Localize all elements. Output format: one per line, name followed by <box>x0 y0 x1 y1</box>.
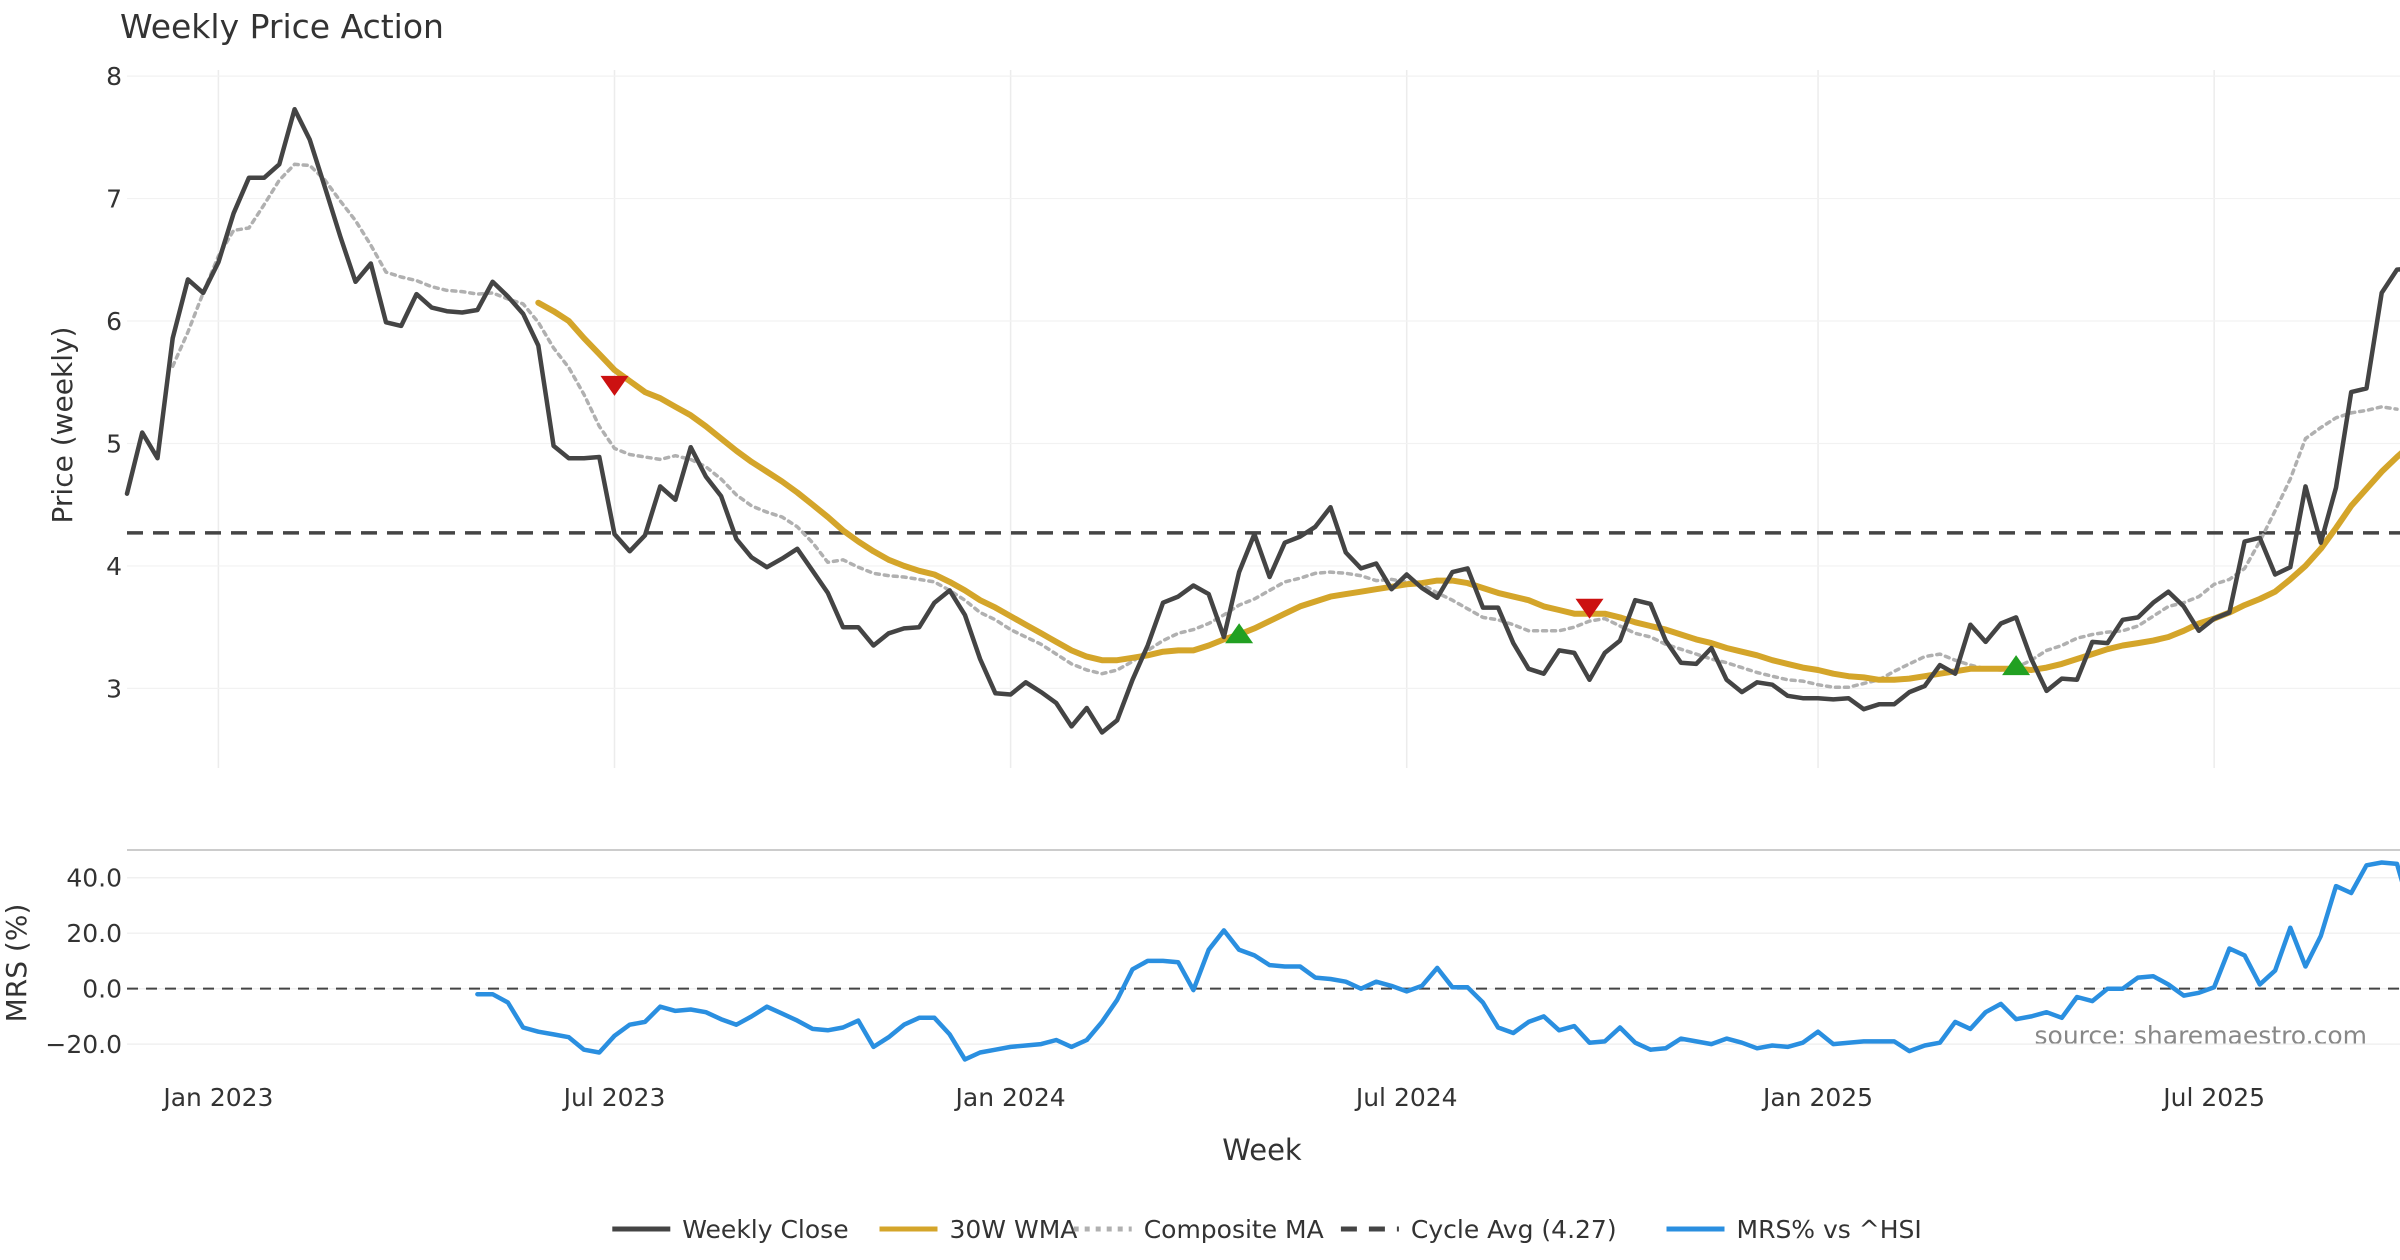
legend: Weekly Close 30W WMA Composite MA Cycle Avg… <box>612 1215 1922 1244</box>
x-tick-label: Jan 2023 <box>161 1083 273 1112</box>
weekly-close-line <box>124 106 2400 735</box>
legend-label: Cycle Avg (4.27) <box>1411 1215 1617 1244</box>
x-tick-label: Jul 2024 <box>1354 1083 1458 1112</box>
mrs-y-axis-label: MRS (%) <box>0 904 33 1023</box>
price-y-tick-label: 3 <box>106 674 122 703</box>
legend-label: Weekly Close <box>682 1215 848 1244</box>
grid-layer <box>127 70 2400 1045</box>
tick-label-layer: 3 4 5 6 7 8 −20.0 0.0 20.0 40.0 Jan 2023 Jul 2023 Ja… <box>45 62 2265 1112</box>
x-tick-label: Jul 2025 <box>2161 1083 2265 1112</box>
legend-label: MRS% vs ^HSI <box>1737 1215 1922 1244</box>
sell-signal-marker <box>600 375 629 396</box>
wma-30w-line <box>535 299 2400 683</box>
mrs-y-tick-label: 20.0 <box>66 919 122 948</box>
source-note: source: sharemaestro.com <box>2035 1021 2368 1050</box>
x-tick-label: Jul 2023 <box>562 1083 666 1112</box>
composite-ma-line <box>170 162 2399 689</box>
legend-label: 30W WMA <box>950 1215 1078 1244</box>
price-y-tick-label: 5 <box>106 429 122 458</box>
legend-item: Cycle Avg (4.27) <box>1340 1215 1617 1244</box>
legend-item: Composite MA <box>1073 1215 1324 1244</box>
mrs-y-tick-label: 0.0 <box>82 975 122 1004</box>
price-y-axis-label: Price (weekly) <box>46 327 79 524</box>
marker-layer <box>600 375 2031 676</box>
sell-signal-marker <box>1575 598 1604 619</box>
legend-label: Composite MA <box>1144 1215 1324 1244</box>
buy-signal-marker <box>2002 655 2031 676</box>
x-tick-label: Jan 2024 <box>954 1083 1066 1112</box>
x-tick-label: Jan 2025 <box>1761 1083 1873 1112</box>
buy-signal-marker <box>1225 623 1254 644</box>
chart-title: Weekly Price Action <box>120 7 444 46</box>
mrs-y-tick-label: −20.0 <box>45 1030 122 1059</box>
mrs-line <box>475 860 2400 1062</box>
legend-item: Weekly Close <box>612 1215 849 1244</box>
x-axis-label: Week <box>1222 1133 1302 1167</box>
price-y-tick-label: 8 <box>106 62 122 91</box>
reference-lines-layer <box>127 531 2400 990</box>
series-layer <box>124 106 2400 1062</box>
legend-item: MRS% vs ^HSI <box>1666 1215 1922 1244</box>
price-y-tick-label: 4 <box>106 552 122 581</box>
price-y-tick-label: 6 <box>106 307 122 336</box>
mrs-y-tick-label: 40.0 <box>66 864 122 893</box>
legend-item: 30W WMA <box>879 1215 1078 1244</box>
price-y-tick-label: 7 <box>106 185 122 214</box>
